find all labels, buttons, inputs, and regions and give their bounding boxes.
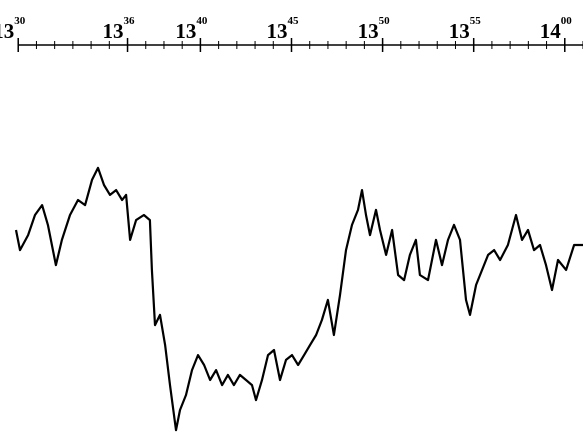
x-tick-hour: 14 bbox=[540, 19, 562, 43]
x-tick-hour: 13 bbox=[175, 19, 196, 43]
x-tick-hour: 13 bbox=[358, 19, 379, 43]
x-tick-minute: 40 bbox=[196, 15, 208, 27]
x-tick-label: 1345 bbox=[267, 15, 300, 43]
x-tick-hour: 13 bbox=[0, 19, 14, 43]
x-tick-hour: 13 bbox=[449, 19, 470, 43]
x-tick-minute: 36 bbox=[124, 15, 136, 27]
x-tick-minute: 30 bbox=[14, 15, 26, 27]
x-tick-minute: 55 bbox=[470, 15, 482, 27]
x-tick-label: 1330 bbox=[0, 15, 26, 43]
x-tick-label: 1355 bbox=[449, 15, 482, 43]
x-tick-hour: 13 bbox=[267, 19, 288, 43]
x-tick-label: 1340 bbox=[175, 15, 208, 43]
x-tick-minute: 00 bbox=[561, 15, 573, 27]
x-tick-label: 1350 bbox=[358, 15, 391, 43]
x-tick-minute: 45 bbox=[288, 15, 300, 27]
x-tick-label: 1336 bbox=[103, 15, 136, 43]
x-tick-hour: 13 bbox=[103, 19, 124, 43]
price-line bbox=[14, 166, 583, 432]
x-tick-minute: 50 bbox=[379, 15, 391, 27]
x-tick-label: 1400 bbox=[540, 15, 573, 43]
